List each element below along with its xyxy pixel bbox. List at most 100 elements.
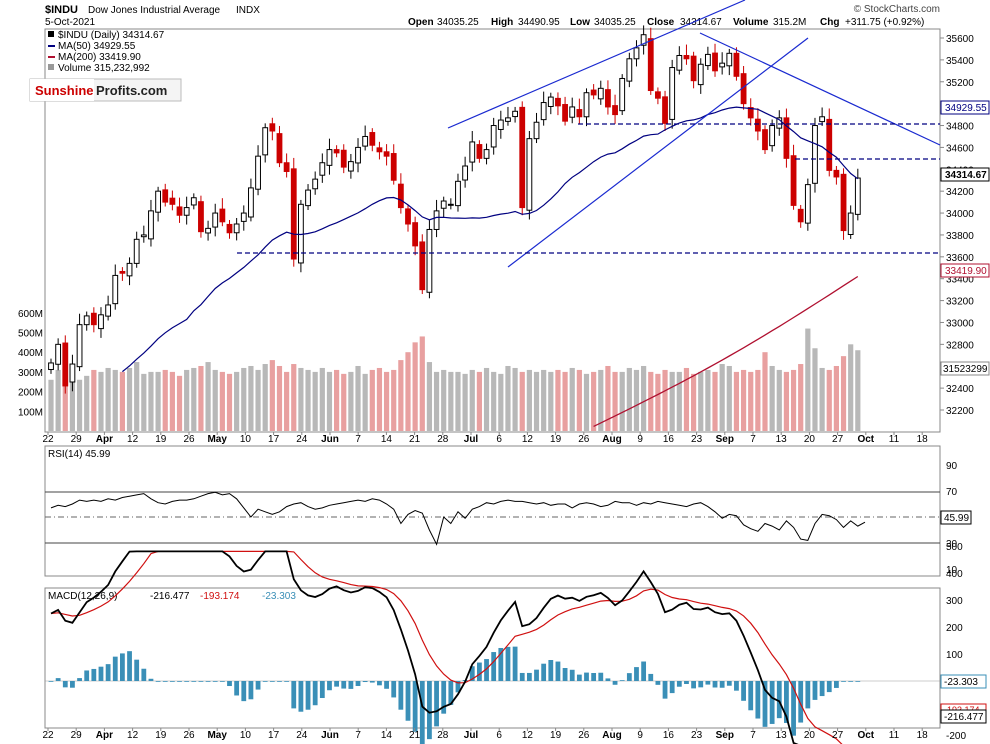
x-axis-label: May bbox=[207, 434, 227, 445]
x-axis-label: 11 bbox=[889, 434, 900, 445]
candle-body bbox=[355, 146, 361, 164]
macd-line bbox=[50, 550, 799, 744]
x-axis-label: Jul bbox=[464, 730, 479, 741]
volume-bar bbox=[783, 371, 790, 431]
x-axis-label: 26 bbox=[183, 434, 195, 445]
x-axis-label: 29 bbox=[71, 730, 83, 741]
candle-body bbox=[48, 362, 54, 371]
price-y-tick-label: 34200 bbox=[946, 187, 974, 198]
volume-bar bbox=[369, 369, 375, 431]
candle-body bbox=[505, 117, 511, 122]
macd-hist-bar bbox=[776, 681, 782, 719]
exchange-label: INDX bbox=[236, 5, 260, 16]
x-axis-label: 16 bbox=[663, 730, 675, 741]
falling-trendline bbox=[699, 32, 941, 146]
volume-bar bbox=[355, 365, 361, 431]
macd-hist-bar bbox=[319, 681, 325, 699]
macd-panel-frame bbox=[44, 587, 941, 729]
macd-hist-bar bbox=[612, 681, 618, 685]
macd-hist-bar bbox=[834, 681, 839, 688]
x-axis-label: 17 bbox=[268, 434, 280, 445]
macd-hist-bar bbox=[298, 681, 304, 712]
candle-body bbox=[847, 212, 854, 236]
candle-body bbox=[305, 189, 311, 207]
volume-bar bbox=[205, 362, 211, 431]
macd-hist-bar bbox=[755, 681, 761, 719]
macd-hist-tag: -23.303 bbox=[944, 677, 978, 688]
volume-bar bbox=[576, 369, 582, 431]
x-axis-label: 12 bbox=[522, 730, 534, 741]
x-axis-label: 18 bbox=[917, 730, 929, 741]
macd-hist-bar bbox=[219, 681, 225, 682]
candle-body bbox=[369, 132, 376, 146]
volume-bar bbox=[541, 369, 547, 431]
macd-hist-bar bbox=[120, 653, 125, 681]
x-axis-label: 27 bbox=[832, 730, 844, 741]
candle-body bbox=[98, 314, 104, 330]
volume-bar bbox=[76, 379, 83, 431]
logo-part2: Profits bbox=[96, 83, 137, 98]
rising-trendline bbox=[507, 37, 809, 268]
price-panel-frame bbox=[44, 28, 941, 433]
candle-body bbox=[383, 151, 390, 157]
volume-bar bbox=[833, 365, 839, 431]
candle-body bbox=[804, 184, 811, 224]
x-axis-label: 17 bbox=[268, 730, 280, 741]
macd-hist-bar bbox=[455, 681, 461, 693]
candle-body bbox=[776, 117, 783, 129]
volume-bar bbox=[691, 373, 697, 431]
candle-body bbox=[840, 173, 847, 232]
macd-tick-label: 200 bbox=[946, 623, 963, 634]
volume-bar bbox=[255, 369, 261, 431]
candle-body bbox=[526, 138, 533, 211]
close-tag: 34314.67 bbox=[945, 170, 987, 181]
volume-bar bbox=[762, 352, 768, 431]
volume-bar bbox=[112, 369, 118, 431]
volume-bar bbox=[105, 367, 111, 431]
candle-body bbox=[569, 106, 576, 118]
macd-hist-bar bbox=[669, 681, 675, 694]
volume-bar bbox=[334, 369, 340, 431]
candle-body bbox=[198, 201, 204, 233]
candle-body bbox=[55, 343, 62, 365]
macd-hist-bar bbox=[848, 681, 854, 682]
x-axis-label: 19 bbox=[550, 434, 562, 445]
price-y-tick-label: 34800 bbox=[946, 122, 974, 133]
volume-bar bbox=[119, 371, 125, 431]
volume-bar bbox=[748, 371, 754, 431]
candle-body bbox=[819, 116, 826, 123]
x-axis-label: 18 bbox=[917, 434, 929, 445]
candle-body bbox=[69, 363, 76, 383]
volume-bar bbox=[441, 369, 447, 431]
volume-bar bbox=[612, 371, 618, 431]
volume-bar bbox=[641, 365, 647, 431]
candle-body bbox=[555, 97, 561, 107]
candle-body bbox=[462, 165, 469, 181]
candle-body bbox=[248, 187, 254, 218]
volume-bar bbox=[348, 371, 354, 431]
volume-bar bbox=[455, 371, 461, 431]
candle-body bbox=[497, 119, 504, 130]
x-axis-label: 23 bbox=[691, 730, 703, 741]
macd-hist-bar bbox=[726, 681, 732, 686]
candle-body bbox=[576, 109, 583, 118]
macd-tick-label: 400 bbox=[946, 569, 963, 580]
macd-hist-bar bbox=[741, 681, 746, 701]
macd-hist-bar bbox=[55, 678, 61, 681]
x-axis-label: 13 bbox=[776, 730, 788, 741]
candle-body bbox=[676, 55, 683, 71]
x-axis-label: Sep bbox=[716, 730, 734, 741]
macd-hist-label: -23.303 bbox=[262, 591, 296, 602]
volume-bar bbox=[826, 369, 832, 431]
macd-hist-bar bbox=[62, 681, 68, 688]
volume-bar bbox=[248, 365, 254, 431]
rsi-label: RSI(14) 45.99 bbox=[48, 449, 111, 460]
quote-summary: Open 34035.25 High 34490.95 Low 34035.25… bbox=[408, 17, 924, 28]
macd-hist-bar bbox=[162, 681, 168, 682]
candle-body bbox=[426, 228, 433, 293]
volume-bar bbox=[569, 367, 575, 431]
macd-hist-bar bbox=[541, 663, 547, 681]
candle-body bbox=[90, 312, 97, 326]
macd-hist-bar bbox=[662, 681, 668, 699]
x-axis-label: 7 bbox=[355, 434, 361, 445]
